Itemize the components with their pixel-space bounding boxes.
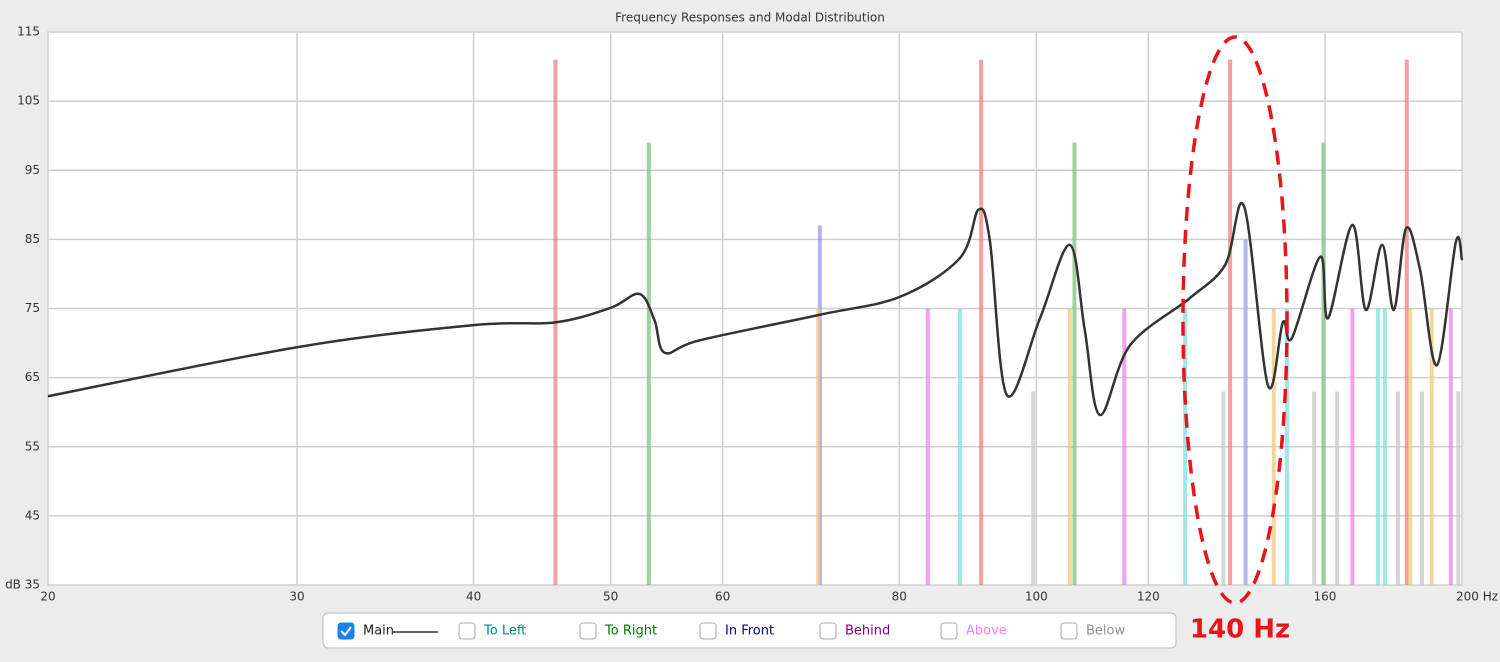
mode-bar: [1382, 308, 1387, 585]
x-tick-label: 60: [715, 590, 730, 604]
mode-bar: [979, 59, 984, 585]
mode-bar: [1375, 308, 1380, 585]
y-tick-label: dB 35: [5, 578, 40, 592]
annotation: 140 Hz: [1190, 615, 1290, 645]
mode-bar: [1228, 59, 1233, 585]
y-tick-label: 105: [17, 94, 40, 108]
y-tick-label: 45: [25, 508, 40, 522]
mode-bar: [646, 142, 651, 585]
legend: Main To Left To Right In Front Behind Above Be…: [337, 622, 1125, 640]
mode-bar: [1221, 391, 1226, 585]
y-tick-label: 85: [25, 232, 40, 246]
mode-bar: [1122, 308, 1127, 585]
x-tick-label: 50: [603, 590, 618, 604]
mode-bar: [816, 308, 821, 585]
mode-bar: [1312, 391, 1317, 585]
legend-box: [322, 612, 1177, 649]
x-tick-label: 100: [1025, 590, 1048, 604]
response-line: [47, 202, 1464, 417]
mode-bar: [1420, 391, 1425, 585]
mode-bar: [1243, 239, 1248, 585]
mode-bar: [1067, 308, 1072, 585]
chart-title: Frequency Responses and Modal Distributi…: [615, 11, 885, 25]
mode-bar: [1395, 391, 1400, 585]
y-tick-label: 95: [25, 163, 40, 177]
legend-label: Main: [363, 624, 394, 639]
legend-label: To Left: [483, 624, 526, 639]
mode-bar: [1404, 59, 1409, 585]
y-tick-label: 75: [25, 301, 40, 315]
mode-bar: [1271, 308, 1276, 585]
x-tick-label: 30: [289, 590, 304, 604]
mode-bar: [1350, 308, 1355, 585]
x-tick-label: 120: [1137, 590, 1160, 604]
x-tick-label: 20: [40, 590, 55, 604]
legend-label: In Front: [725, 624, 774, 639]
mode-bar: [1456, 391, 1461, 585]
legend-checkbox[interactable]: [1060, 622, 1078, 640]
mode-bar: [925, 308, 930, 585]
highlight-ellipse: [1181, 35, 1289, 605]
modes: [553, 59, 1461, 586]
lines: [47, 202, 1464, 417]
mode-bar: [1031, 391, 1036, 585]
legend-checkbox[interactable]: [819, 622, 837, 640]
x-tick-label: 40: [466, 590, 481, 604]
mode-bar: [1408, 308, 1413, 585]
legend-checkbox[interactable]: [458, 622, 476, 640]
legend-checkbox[interactable]: [940, 622, 958, 640]
checkmark: [340, 626, 352, 637]
legend-label: To Right: [604, 624, 657, 639]
mode-bar: [1284, 308, 1289, 585]
x-tick-label: 160: [1314, 590, 1337, 604]
legend-label: Behind: [845, 624, 890, 639]
mode-bar: [957, 308, 962, 585]
mode-bar: [1183, 308, 1188, 585]
x-tick-label: 80: [892, 590, 907, 604]
mode-bar: [1335, 391, 1340, 585]
legend-checkbox[interactable]: [699, 622, 717, 640]
legend-checkbox[interactable]: [337, 622, 355, 640]
grid: [47, 31, 1463, 586]
legend-label: Above: [966, 624, 1007, 639]
y-tick-label: 55: [25, 439, 40, 453]
mode-bar: [1072, 142, 1077, 585]
y-tick-label: 115: [17, 25, 40, 39]
mode-bar: [1429, 308, 1434, 585]
legend-checkbox[interactable]: [579, 622, 597, 640]
legend-label: Below: [1086, 624, 1125, 639]
mode-bar: [1448, 308, 1453, 585]
mode-bar: [1321, 142, 1326, 585]
x-tick-label: 200 Hz: [1456, 590, 1498, 604]
y-tick-label: 65: [25, 370, 40, 384]
